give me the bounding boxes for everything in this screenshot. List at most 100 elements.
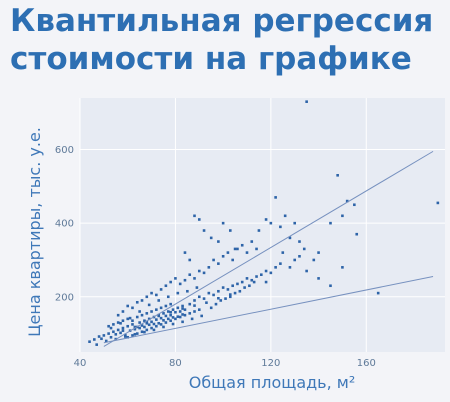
scatter-points [88, 100, 440, 346]
data-point [143, 319, 146, 323]
data-point [145, 295, 149, 299]
data-point [197, 295, 201, 299]
data-point [317, 277, 320, 280]
data-point [109, 326, 113, 330]
data-point [157, 321, 161, 325]
data-point [228, 293, 232, 296]
data-point [240, 243, 244, 247]
data-point [188, 273, 192, 276]
data-point [190, 317, 194, 321]
data-point [131, 334, 134, 337]
data-point [133, 327, 137, 331]
data-point [298, 240, 301, 243]
data-point [93, 338, 96, 341]
data-point [250, 278, 254, 282]
data-point [233, 247, 237, 251]
data-point [164, 304, 168, 308]
data-point [305, 269, 308, 273]
data-point [236, 247, 239, 251]
data-point [166, 310, 170, 313]
data-point [224, 297, 227, 300]
data-point [336, 174, 339, 177]
data-point [157, 314, 161, 318]
data-point [245, 277, 249, 280]
data-point [183, 308, 187, 311]
data-point [193, 310, 196, 313]
data-point [138, 310, 141, 313]
data-point [200, 314, 203, 318]
data-point [166, 295, 170, 299]
data-point [162, 312, 165, 315]
y-tick-label: 400 [55, 219, 74, 230]
x-tick-label: 160 [357, 358, 376, 369]
data-point [274, 196, 277, 199]
data-point [169, 302, 172, 306]
data-point [107, 324, 110, 328]
data-point [176, 315, 180, 318]
data-point [171, 308, 175, 311]
data-point [176, 306, 180, 310]
data-point [155, 324, 158, 328]
data-point [140, 299, 144, 302]
data-point [88, 340, 91, 343]
data-point [193, 304, 196, 307]
data-point [140, 313, 144, 317]
data-point [131, 306, 134, 310]
data-point [283, 214, 287, 218]
data-point [169, 319, 172, 323]
data-point [164, 321, 168, 324]
data-point [131, 323, 134, 326]
data-point [181, 304, 184, 308]
data-point [159, 316, 163, 320]
data-point [238, 289, 242, 293]
data-point [341, 266, 344, 269]
data-point [217, 296, 220, 300]
data-point [155, 318, 158, 321]
data-point [109, 335, 113, 339]
data-point [345, 199, 349, 203]
y-tick-labels: 200 400 600 [55, 145, 74, 303]
data-point [226, 251, 230, 254]
data-point [269, 221, 273, 225]
data-point [188, 312, 192, 315]
data-point [164, 314, 168, 318]
data-point [226, 288, 230, 291]
data-point [243, 286, 246, 289]
data-point [157, 299, 161, 302]
data-point [147, 317, 151, 321]
data-point [197, 308, 201, 311]
data-point [169, 310, 172, 314]
data-point [143, 330, 146, 334]
data-point [178, 310, 182, 313]
data-point [100, 337, 103, 341]
data-point [293, 258, 297, 262]
data-point [138, 321, 141, 324]
data-point [133, 325, 137, 329]
data-point [145, 312, 149, 315]
data-point [245, 251, 249, 254]
data-point [112, 330, 115, 334]
data-point [169, 280, 172, 284]
data-point [269, 271, 273, 275]
data-point [128, 316, 132, 320]
data-point [121, 319, 125, 323]
data-point [155, 293, 158, 297]
data-point [147, 303, 151, 307]
data-point [217, 289, 220, 293]
data-point [150, 320, 153, 324]
y-tick-label: 200 [55, 292, 74, 303]
data-point [231, 258, 234, 262]
data-point [293, 221, 297, 225]
data-point [121, 310, 125, 313]
data-point [341, 214, 344, 218]
data-point [305, 100, 308, 103]
data-point [174, 317, 177, 321]
quantile-line-2 [103, 276, 434, 344]
y-tick-label: 600 [55, 145, 74, 156]
data-point [228, 295, 232, 299]
data-point [104, 339, 108, 343]
data-point [133, 333, 137, 336]
data-point [217, 240, 220, 243]
data-point [355, 232, 359, 236]
data-point [102, 334, 106, 337]
